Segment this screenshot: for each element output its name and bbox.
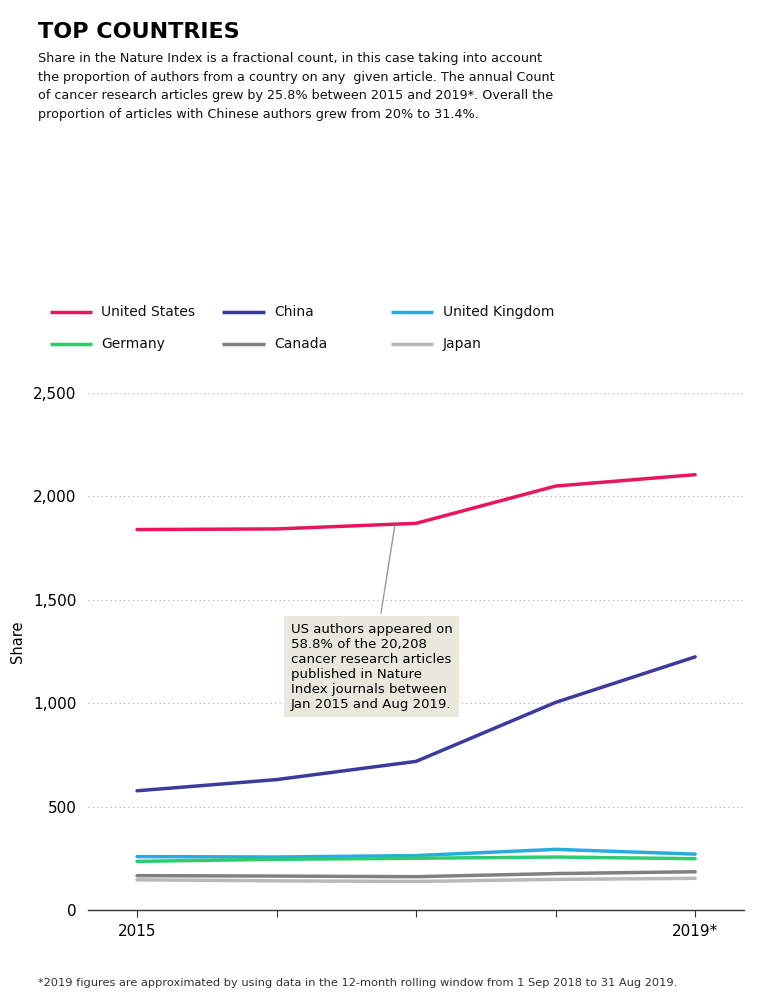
Y-axis label: Share: Share [10, 620, 25, 663]
Text: TOP COUNTRIES: TOP COUNTRIES [38, 22, 240, 42]
Text: China: China [274, 305, 314, 319]
Text: US authors appeared on
58.8% of the 20,208
cancer research articles
published in: US authors appeared on 58.8% of the 20,2… [291, 526, 453, 710]
Text: *2019 figures are approximated by using data in the 12-month rolling window from: *2019 figures are approximated by using … [38, 978, 677, 988]
Text: Japan: Japan [443, 337, 482, 351]
Text: Share in the Nature Index is a fractional count, in this case taking into accoun: Share in the Nature Index is a fractiona… [38, 52, 555, 121]
Text: Germany: Germany [101, 337, 165, 351]
Text: United Kingdom: United Kingdom [443, 305, 554, 319]
Text: United States: United States [101, 305, 196, 319]
Text: Canada: Canada [274, 337, 327, 351]
